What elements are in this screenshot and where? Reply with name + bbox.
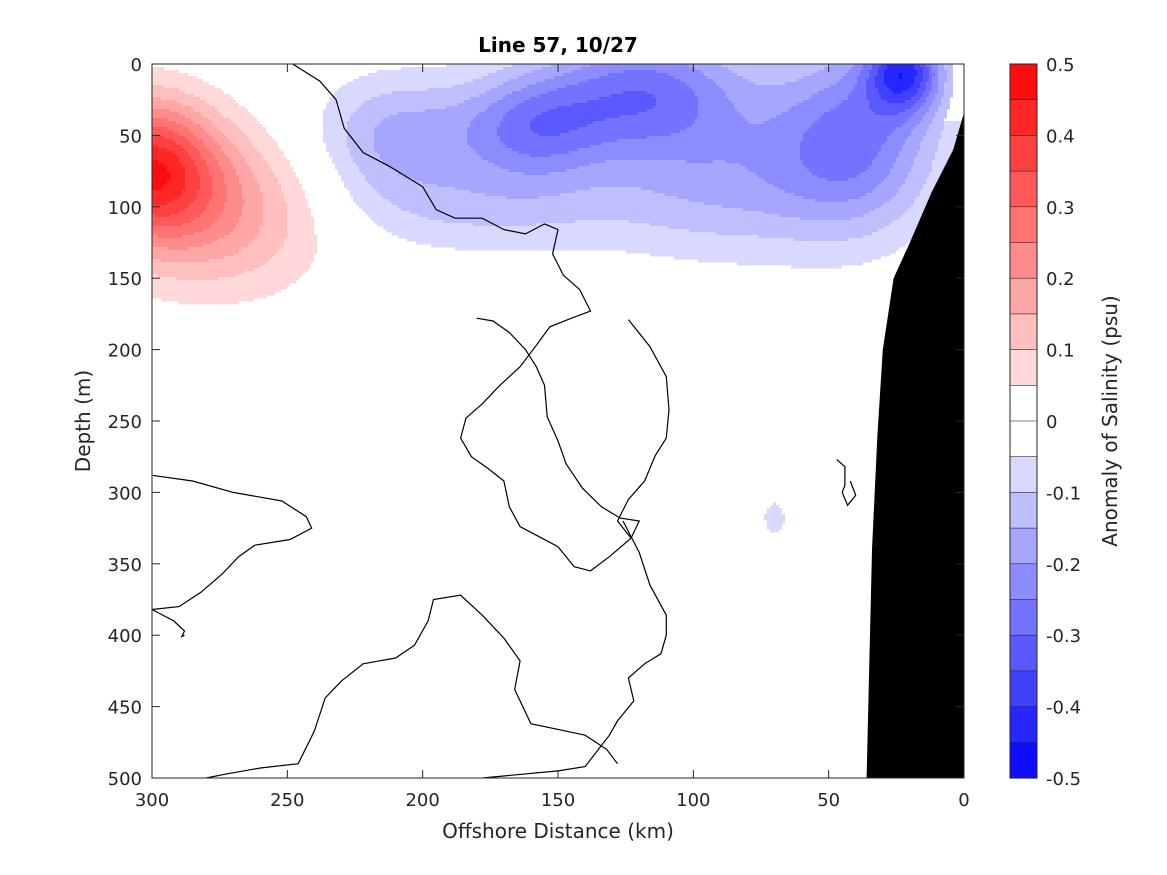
x-tick-labels: 300 250 200 150 100 50 0 (135, 790, 970, 811)
colorbar-tick-labels: 0.5 0.4 0.3 0.2 0.1 0 -0.1 -0.2 -0.3 -0.4 -0.5 (1046, 55, 1081, 790)
colorbar-block (1009, 63, 1038, 101)
colorbar (1009, 63, 1038, 779)
colorbar-tick-label: -0.3 (1046, 626, 1081, 647)
chart-title: Line 57, 10/27 (478, 33, 638, 57)
colorbar-block (1009, 599, 1038, 636)
colorbar-block (1009, 456, 1038, 494)
colorbar-block (1009, 135, 1038, 172)
x-axis-label: Offshore Distance (km) (442, 819, 674, 843)
y-tick-labels: 0 50 100 150 200 250 300 350 400 450 500 (108, 55, 142, 790)
zero-contour-line-1 (616, 319, 670, 539)
colorbar-tick-label: 0.4 (1046, 126, 1075, 147)
y-tick-label: 450 (108, 698, 142, 719)
colorbar-block (1009, 563, 1038, 601)
zero-contour-lines (152, 64, 857, 778)
colorbar-block (1009, 99, 1038, 136)
colorbar-block (1009, 634, 1038, 672)
x-tick-label: 250 (270, 790, 304, 811)
zero-contour-line-0 (292, 64, 641, 572)
y-tick-label: 200 (108, 341, 142, 362)
zero-contour-line-2 (152, 474, 313, 611)
colorbar-label: Anomaly of Salinity (psu) (1098, 295, 1122, 546)
colorbar-block (1009, 706, 1038, 743)
zero-contour-line-6 (836, 459, 857, 507)
axis-ticks (151, 63, 965, 779)
y-tick-label: 350 (108, 555, 142, 576)
y-tick-label: 300 (108, 483, 142, 504)
y-tick-label: 500 (108, 769, 142, 790)
colorbar-tick-label: 0.1 (1046, 341, 1075, 362)
y-tick-label: 100 (108, 198, 142, 219)
colorbar-block (1009, 349, 1038, 386)
colorbar-block (1009, 277, 1038, 315)
colorbar-tick-label: -0.2 (1046, 555, 1081, 576)
zero-contour-line-4 (205, 594, 618, 778)
colorbar-block (1009, 384, 1038, 422)
y-tick-label: 150 (108, 269, 142, 290)
bathymetry-mask (866, 112, 964, 779)
colorbar-tick-label: -0.1 (1046, 483, 1081, 504)
x-tick-label: 0 (958, 790, 969, 811)
contour-fills (152, 64, 962, 533)
x-tick-label: 300 (135, 790, 169, 811)
colorbar-tick-label: 0.2 (1046, 269, 1075, 290)
colorbar-block (1009, 170, 1038, 208)
colorbar-block (1009, 313, 1038, 351)
colorbar-block (1009, 206, 1038, 244)
colorbar-tick-label: -0.5 (1046, 769, 1081, 790)
x-tick-label: 150 (541, 790, 575, 811)
x-tick-label: 50 (817, 790, 840, 811)
colorbar-frame (1009, 63, 1038, 779)
y-tick-label: 0 (131, 55, 142, 76)
zero-contour-line-5 (482, 520, 667, 778)
colorbar-block (1009, 670, 1038, 708)
colorbar-tick-label: 0.3 (1046, 198, 1075, 219)
colorbar-block (1009, 527, 1038, 565)
x-tick-label: 100 (676, 790, 710, 811)
colorbar-block (1009, 420, 1038, 458)
colorbar-tick-label: 0 (1046, 412, 1057, 433)
zero-contour-line-3 (152, 608, 186, 638)
y-tick-label: 400 (108, 626, 142, 647)
colorbar-block (1009, 741, 1038, 779)
y-tick-label: 250 (108, 412, 142, 433)
colorbar-block (1009, 492, 1038, 529)
colorbar-tick-label: 0.5 (1046, 55, 1075, 76)
colorbar-block (1009, 242, 1038, 279)
x-tick-label: 200 (405, 790, 439, 811)
colorbar-tick-label: -0.4 (1046, 698, 1081, 719)
y-axis-label: Depth (m) (71, 370, 95, 472)
y-tick-label: 50 (119, 126, 142, 147)
